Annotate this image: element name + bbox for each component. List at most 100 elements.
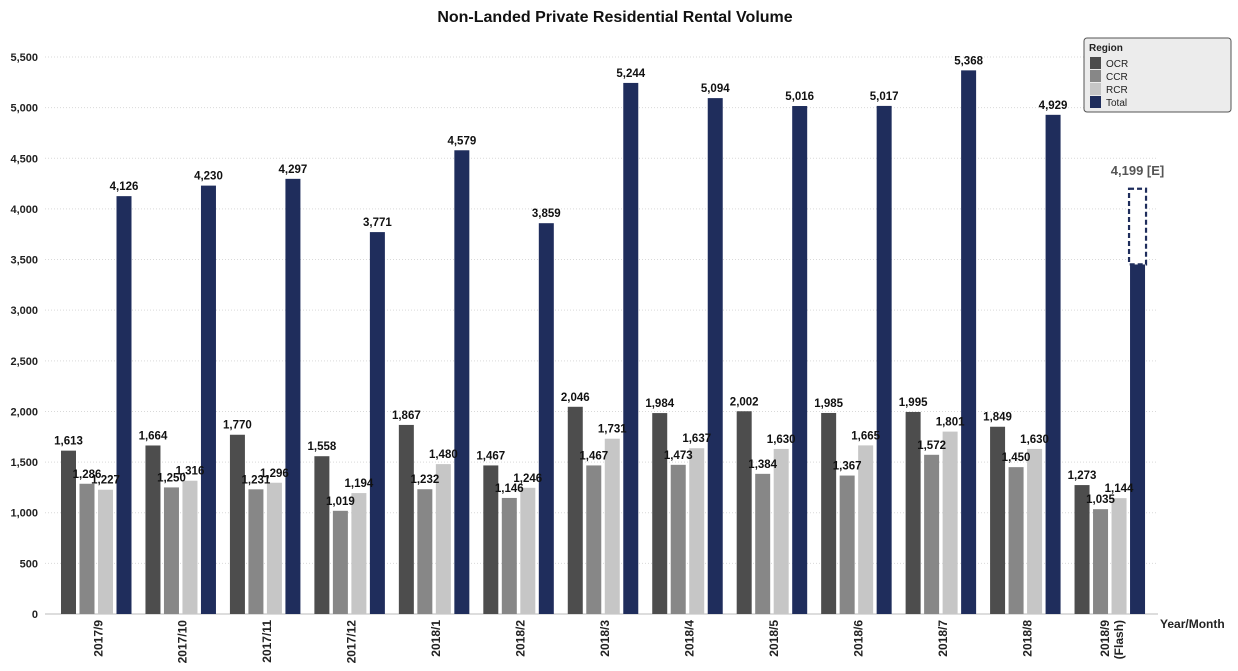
bar-ocr bbox=[736, 411, 752, 614]
y-tick-label: 1,500 bbox=[10, 457, 38, 469]
bar-ocr bbox=[398, 424, 414, 614]
y-axis-ticks: 0 500 1,000 1,500 2,000 2,500 3,000 3,500 4,000 4… bbox=[10, 52, 38, 621]
legend-box bbox=[1083, 37, 1232, 113]
x-tick-label: 2018/3 bbox=[598, 620, 612, 657]
bar-total bbox=[200, 185, 216, 614]
legend: Region OCR CCR RCR Total bbox=[1083, 37, 1232, 113]
bar-total bbox=[961, 70, 977, 615]
bar-ccr bbox=[586, 465, 602, 614]
x-tick-label: 2018/1 bbox=[429, 620, 443, 657]
data-label: 1,467 bbox=[579, 450, 608, 462]
x-tick-label: 2018/7 bbox=[936, 620, 950, 657]
bar-rcr bbox=[520, 487, 536, 614]
bar-rcr bbox=[689, 448, 705, 614]
bar-ccr bbox=[670, 464, 686, 614]
bar-ccr bbox=[1008, 467, 1024, 614]
bar-ocr bbox=[567, 406, 583, 614]
data-label: 5,017 bbox=[870, 91, 899, 103]
data-label: 1,985 bbox=[814, 398, 843, 410]
data-label: 1,480 bbox=[429, 449, 458, 461]
bar-total bbox=[792, 106, 808, 615]
legend-label: RCR bbox=[1106, 85, 1128, 96]
x-tick-label: 2018/4 bbox=[682, 620, 696, 657]
x-axis-title: Year/Month bbox=[1160, 617, 1225, 631]
bar-ocr bbox=[821, 412, 837, 614]
data-label: 1,984 bbox=[645, 398, 674, 410]
y-tick-label: 500 bbox=[20, 558, 38, 570]
data-label: 4,230 bbox=[194, 171, 223, 183]
legend-label: OCR bbox=[1106, 59, 1128, 70]
bar-total bbox=[707, 98, 723, 615]
legend-swatch-ocr bbox=[1090, 57, 1101, 69]
data-label: 1,664 bbox=[139, 430, 168, 442]
estimate-bar bbox=[1127, 187, 1148, 266]
bar-ocr bbox=[61, 450, 76, 614]
bar-total bbox=[1045, 114, 1061, 615]
data-label: 1,613 bbox=[54, 436, 83, 448]
bar-ccr bbox=[755, 473, 771, 614]
y-tick-label: 2,000 bbox=[10, 406, 38, 418]
data-label: 1,630 bbox=[1020, 434, 1049, 446]
bar-total bbox=[623, 82, 639, 614]
data-label: 1,849 bbox=[983, 412, 1012, 424]
data-label: 2,046 bbox=[561, 392, 590, 404]
bar-ccr bbox=[501, 497, 517, 614]
y-tick-label: 4,500 bbox=[10, 153, 38, 165]
data-label: 1,316 bbox=[176, 466, 205, 478]
bar-rcr bbox=[98, 489, 113, 614]
bar-rcr bbox=[1111, 498, 1127, 614]
bar-ccr bbox=[163, 487, 179, 614]
legend-swatch-ccr bbox=[1090, 70, 1101, 82]
estimate-label: 4,199 [E] bbox=[1111, 163, 1164, 178]
bar-ccr bbox=[248, 489, 264, 614]
data-label: 1,630 bbox=[767, 434, 796, 446]
y-tick-label: 4,000 bbox=[10, 204, 38, 216]
x-tick-label: 2017/12 bbox=[345, 620, 359, 664]
data-label: 4,126 bbox=[110, 181, 139, 193]
bar-rcr bbox=[351, 493, 367, 614]
legend-label: Total bbox=[1106, 98, 1127, 109]
data-label: 5,016 bbox=[785, 91, 814, 103]
data-label: 5,244 bbox=[616, 68, 645, 80]
data-label: 1,019 bbox=[326, 496, 355, 508]
bar-rcr bbox=[182, 480, 198, 614]
data-label: 1,801 bbox=[936, 417, 965, 429]
bar-ccr bbox=[79, 483, 95, 614]
y-tick-label: 1,000 bbox=[10, 508, 38, 520]
bar-ccr bbox=[1093, 509, 1109, 614]
bar-ccr bbox=[332, 510, 348, 614]
bar-ocr bbox=[145, 445, 161, 614]
data-label: 1,665 bbox=[851, 430, 880, 442]
data-label: 1,286 bbox=[73, 469, 102, 481]
bar-ccr bbox=[839, 475, 855, 614]
y-tick-label: 3,000 bbox=[10, 305, 38, 317]
legend-swatch-total bbox=[1090, 96, 1101, 108]
bar-total bbox=[116, 196, 132, 614]
y-tick-label: 2,500 bbox=[10, 356, 38, 368]
data-label: 1,250 bbox=[157, 472, 186, 484]
bar-total bbox=[369, 232, 385, 615]
legend-swatch-rcr bbox=[1090, 83, 1101, 95]
bar-ocr bbox=[314, 456, 330, 614]
x-tick-label: 2017/10 bbox=[176, 620, 190, 664]
bar-rcr bbox=[435, 464, 451, 614]
data-label: 3,771 bbox=[363, 217, 392, 229]
data-label: 1,035 bbox=[1086, 494, 1115, 506]
data-label: 1,467 bbox=[476, 450, 505, 462]
data-label: 1,558 bbox=[307, 441, 336, 453]
y-tick-label: 5,000 bbox=[10, 103, 38, 115]
y-tick-label: 0 bbox=[32, 609, 38, 621]
bar-rcr bbox=[1027, 448, 1043, 614]
data-label: 4,297 bbox=[279, 164, 308, 176]
legend-items: OCR CCR RCR Total bbox=[1090, 57, 1128, 109]
bar-total bbox=[285, 178, 301, 614]
bar-total bbox=[876, 105, 892, 614]
bar-rcr bbox=[604, 438, 620, 614]
bar-ocr bbox=[1074, 485, 1090, 614]
data-label: 5,368 bbox=[954, 55, 983, 67]
bars bbox=[61, 70, 1148, 615]
data-label: 1,367 bbox=[833, 461, 862, 473]
bar-total bbox=[454, 150, 470, 614]
